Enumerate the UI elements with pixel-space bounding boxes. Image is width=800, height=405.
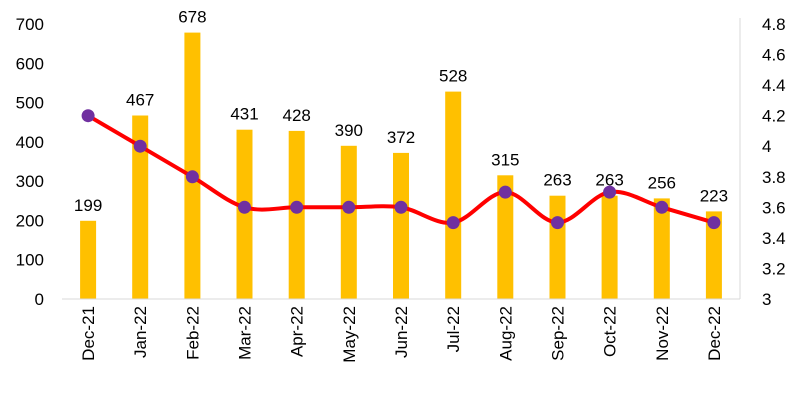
x-tick-label: Oct-22 bbox=[601, 306, 620, 357]
rate-marker-aug-22 bbox=[498, 185, 512, 199]
bar-data-label: 223 bbox=[700, 186, 728, 205]
x-tick-label: Nov-22 bbox=[653, 306, 672, 361]
bar-data-label: 428 bbox=[283, 106, 311, 125]
bar-may-22 bbox=[340, 145, 357, 299]
bar-data-label: 528 bbox=[439, 67, 467, 86]
bar-data-label: 315 bbox=[491, 150, 519, 169]
bar-nov-22 bbox=[653, 198, 670, 299]
x-tick-label: Mar-22 bbox=[236, 306, 255, 360]
x-tick-label: Feb-22 bbox=[183, 306, 202, 360]
y-right-tick-label: 4.8 bbox=[762, 15, 786, 34]
y-right-tick-label: 3 bbox=[762, 290, 771, 309]
bar-data-label: 390 bbox=[335, 121, 363, 140]
bar-dec-21 bbox=[80, 220, 97, 299]
x-tick-label: Aug-22 bbox=[496, 306, 515, 361]
rate-marker-mar-22 bbox=[238, 200, 251, 214]
x-tick-label: Jun-22 bbox=[392, 306, 411, 358]
bar-data-label: 256 bbox=[648, 173, 676, 192]
y-left-tick-label: 100 bbox=[16, 251, 44, 270]
bar-jun-22 bbox=[393, 152, 409, 299]
x-tick-label: Dec-22 bbox=[705, 306, 724, 361]
x-tick-label: Apr-22 bbox=[288, 306, 307, 357]
bars-layer bbox=[80, 32, 722, 300]
bar-data-label: 467 bbox=[126, 91, 154, 110]
bar-apr-22 bbox=[288, 130, 305, 299]
y-right-tick-label: 3.6 bbox=[762, 198, 786, 217]
bar-aug-22 bbox=[497, 175, 514, 300]
rate-marker-sep-22 bbox=[551, 216, 564, 230]
y-left-tick-label: 0 bbox=[35, 290, 44, 309]
x-tick-label: Dec-21 bbox=[79, 306, 98, 361]
rate-marker-dec-21 bbox=[81, 109, 95, 123]
rate-marker-jul-22 bbox=[446, 216, 460, 230]
y-left-tick-label: 700 bbox=[16, 15, 44, 34]
bar-feb-22 bbox=[184, 32, 201, 299]
y-left-tick-label: 500 bbox=[16, 94, 44, 113]
bar-dec-22 bbox=[705, 211, 722, 299]
y-right-tick-label: 4.6 bbox=[762, 46, 786, 65]
y-left-tick-label: 600 bbox=[16, 54, 44, 73]
bar-oct-22 bbox=[601, 195, 618, 299]
y-right-tick-label: 3.8 bbox=[762, 168, 786, 187]
bar-mar-22 bbox=[236, 129, 253, 299]
axes-layer: 0 100 200 300 400 500 600 700 3 3.2 3.4 3.6 3.8 4 4.2 4… bbox=[16, 15, 786, 363]
bar-jul-22 bbox=[445, 91, 462, 299]
rate-marker-jun-22 bbox=[394, 200, 408, 214]
bar-jan-22 bbox=[132, 115, 149, 299]
rate-marker-dec-22 bbox=[707, 216, 721, 230]
rate-marker-oct-22 bbox=[603, 185, 617, 199]
y-right-tick-label: 4.2 bbox=[762, 107, 786, 126]
x-tick-label: Jul-22 bbox=[444, 306, 463, 352]
line-layer bbox=[81, 109, 721, 230]
bar-data-label: 372 bbox=[387, 128, 415, 147]
bar-data-label: 431 bbox=[230, 105, 258, 124]
x-tick-label: Jan-22 bbox=[131, 306, 150, 358]
rate-marker-jan-22 bbox=[133, 139, 147, 153]
bar-data-label: 263 bbox=[543, 171, 571, 190]
rate-marker-feb-22 bbox=[185, 170, 199, 184]
bar-data-label: 678 bbox=[178, 8, 206, 27]
y-right-tick-label: 4.4 bbox=[762, 76, 786, 95]
bar-data-label: 199 bbox=[74, 196, 102, 215]
y-right-tick-label: 3.4 bbox=[762, 229, 786, 248]
x-tick-label: May-22 bbox=[340, 306, 359, 363]
rate-marker-nov-22 bbox=[655, 200, 669, 214]
y-right-tick-label: 3.2 bbox=[762, 259, 786, 278]
bar-data-label: 263 bbox=[595, 171, 623, 190]
bar-sep-22 bbox=[549, 195, 566, 299]
rate-marker-may-22 bbox=[342, 200, 356, 214]
y-left-tick-label: 400 bbox=[16, 133, 44, 152]
y-left-tick-label: 300 bbox=[16, 172, 44, 191]
x-tick-label: Sep-22 bbox=[548, 306, 567, 361]
rate-marker-apr-22 bbox=[290, 200, 304, 214]
y-right-tick-label: 4 bbox=[762, 137, 771, 156]
y-left-tick-label: 200 bbox=[16, 211, 44, 230]
labels-layer: 199 467 678 431 428 390 372 528 315 263 263 256 223 bbox=[74, 8, 728, 215]
